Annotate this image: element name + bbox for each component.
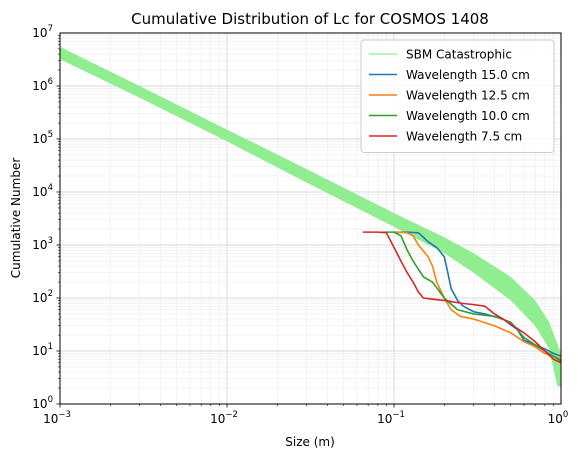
series-line xyxy=(394,231,562,357)
tick-label: 100 xyxy=(32,395,53,411)
tick-label: 103 xyxy=(32,236,53,252)
sbm-catastrophic-band xyxy=(60,46,561,387)
legend: SBM Catastrophic Wavelength 15.0 cm Wavele… xyxy=(360,39,555,153)
chart-title: Cumulative Distribution of Lc for COSMOS… xyxy=(131,10,489,28)
tick-label: 10−1 xyxy=(377,410,405,426)
tick-label: 102 xyxy=(32,289,53,305)
series-line xyxy=(393,231,562,360)
y-axis-label: Cumulative Number xyxy=(9,158,23,279)
legend-box xyxy=(360,39,555,153)
series-line xyxy=(382,231,562,362)
legend-label: SBM Catastrophic xyxy=(406,48,512,62)
tick-label: 101 xyxy=(32,342,53,358)
tick-label: 10−3 xyxy=(43,410,71,426)
x-axis-label: Size (m) xyxy=(285,435,335,449)
plot-frame xyxy=(59,32,562,405)
grid xyxy=(59,33,561,405)
tick-label: 100 xyxy=(548,410,569,426)
series-line xyxy=(362,231,562,364)
legend-label: Wavelength 7.5 cm xyxy=(406,130,522,144)
tick-label: 10−2 xyxy=(210,410,238,426)
legend-label: Wavelength 15.0 cm xyxy=(406,68,530,82)
tick-label: 104 xyxy=(32,183,53,199)
legend-label: Wavelength 12.5 cm xyxy=(406,89,530,103)
sbm-band xyxy=(60,46,561,387)
tick-label: 105 xyxy=(32,130,53,146)
legend-label: Wavelength 10.0 cm xyxy=(406,109,530,123)
axis-ticks: 10−3 10−2 10−1 100 100 101 102 103 104 105 106 107 xyxy=(32,24,568,426)
series-lines xyxy=(362,231,562,364)
tick-label: 107 xyxy=(32,24,53,40)
tick-label: 106 xyxy=(32,77,53,93)
